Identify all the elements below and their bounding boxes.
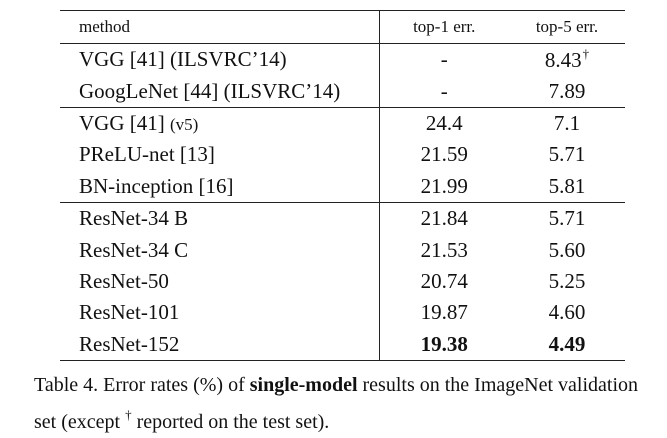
- method-name: PReLU-net [13]: [79, 142, 215, 167]
- top1-error-cell: 21.84: [379, 201, 509, 235]
- method-cell: ResNet-152: [60, 328, 380, 361]
- method-cell: VGG [41] (v5): [60, 106, 380, 140]
- top5-error-value: 8.43: [544, 48, 582, 73]
- table-row: GoogLeNet [44] (ILSVRC’14) - 7.89: [60, 75, 625, 108]
- method-cell: ResNet-101: [60, 297, 380, 329]
- results-table: method top-1 err. top-5 err. VGG [41] (I…: [60, 10, 625, 361]
- top5-error-cell: 5.71: [509, 201, 625, 235]
- top1-error-cell: 24.4: [379, 106, 509, 140]
- top1-error-cell: 21.99: [420, 173, 468, 198]
- method-cell: VGG [41] (ILSVRC’14): [60, 43, 380, 76]
- method-cell: ResNet-34 B: [60, 201, 380, 235]
- table-row: ResNet-34 C 21.53 5.60: [60, 234, 625, 266]
- method-name: VGG [41]: [79, 110, 165, 135]
- method-cell: PReLU-net [13]: [60, 139, 380, 171]
- method-cell: BN-inception [16]: [60, 170, 380, 203]
- method-name: ResNet-152: [79, 331, 180, 356]
- table-row: PReLU-net [13] 21.59 5.71: [60, 139, 625, 171]
- method-name: ResNet-101: [79, 300, 180, 325]
- top1-error-cell: 21.59: [420, 142, 468, 167]
- results-table-container: method top-1 err. top-5 err. VGG [41] (I…: [60, 10, 625, 361]
- method-name: GoogLeNet [44] (ILSVRC’14): [79, 78, 341, 103]
- table-row: ResNet-50 20.74 5.25: [60, 265, 625, 298]
- top5-error-value: 5.71: [548, 206, 586, 231]
- top5-error-value: 7.1: [553, 110, 581, 135]
- method-name: ResNet-34 C: [79, 237, 189, 262]
- table-row: ResNet-152 19.38 4.49: [60, 328, 625, 361]
- top5-error-cell: 4.60: [509, 297, 625, 328]
- top1-error-cell: 19.38: [379, 328, 509, 361]
- table-row: ResNet-101 19.87 4.60: [60, 297, 625, 329]
- top1-error-cell: -: [379, 43, 509, 76]
- top5-error-cell: 4.49: [509, 328, 625, 361]
- top1-error-cell: 20.74: [420, 268, 468, 293]
- header-top5-error: top-5 err.: [509, 10, 625, 44]
- table-caption: Table 4. Error rates (%) of single-model…: [34, 370, 659, 437]
- caption-prefix: Table 4. Error rates (%) of: [34, 374, 250, 396]
- method-cell: GoogLeNet [44] (ILSVRC’14): [60, 75, 380, 108]
- method-version-note: (v5): [169, 114, 199, 134]
- top5-error-value: 4.49: [548, 331, 586, 356]
- method-cell: ResNet-50: [60, 265, 380, 298]
- top1-error-cell: 21.53: [420, 237, 468, 262]
- caption-middle: results on the ImageNet validation set (…: [34, 374, 638, 433]
- top1-error-cell: 19.87: [420, 300, 468, 325]
- top5-error-value: 5.60: [548, 237, 586, 262]
- top5-error-cell: 5.25: [509, 266, 625, 297]
- top5-error-cell: 8.43†: [509, 43, 625, 76]
- method-cell: ResNet-34 C: [60, 234, 380, 266]
- table-body: VGG [41] (ILSVRC’14) -8.43† GoogLeNet [44]…: [60, 43, 625, 361]
- top5-error-cell: 5.71: [509, 139, 625, 170]
- method-name: VGG [41] (ILSVRC’14): [79, 47, 287, 72]
- top5-error-value: 5.81: [548, 173, 586, 198]
- table-row: BN-inception [16] 21.99 5.81: [60, 170, 625, 203]
- table-row: VGG [41] (v5) 24.4 7.1: [60, 106, 625, 140]
- test-set-dagger-mark: †: [582, 46, 590, 62]
- table-header-row: method top-1 err. top-5 err.: [60, 10, 625, 44]
- method-name: ResNet-34 B: [79, 206, 189, 231]
- top5-error-value: 5.25: [548, 268, 586, 293]
- top1-error-cell: -: [440, 78, 448, 103]
- top5-error-cell: 7.89: [509, 75, 625, 107]
- top5-error-cell: 5.60: [509, 234, 625, 265]
- header-top1-error: top-1 err.: [379, 10, 509, 44]
- caption-bold-term: single-model: [249, 374, 358, 396]
- top5-error-value: 5.71: [548, 142, 586, 167]
- top5-error-cell: 7.1: [509, 106, 625, 140]
- top5-error-value: 4.60: [548, 300, 586, 325]
- table-row: ResNet-34 B 21.84 5.71: [60, 201, 625, 235]
- header-method: method: [60, 10, 380, 44]
- top5-error-cell: 5.81: [509, 171, 625, 203]
- table-row: VGG [41] (ILSVRC’14) -8.43†: [60, 43, 625, 76]
- top5-error-value: 7.89: [548, 78, 586, 103]
- method-name: ResNet-50: [79, 268, 169, 293]
- method-name: BN-inception [16]: [79, 173, 234, 198]
- caption-dagger-mark: †: [125, 407, 132, 422]
- caption-suffix: reported on the test set).: [131, 411, 330, 433]
